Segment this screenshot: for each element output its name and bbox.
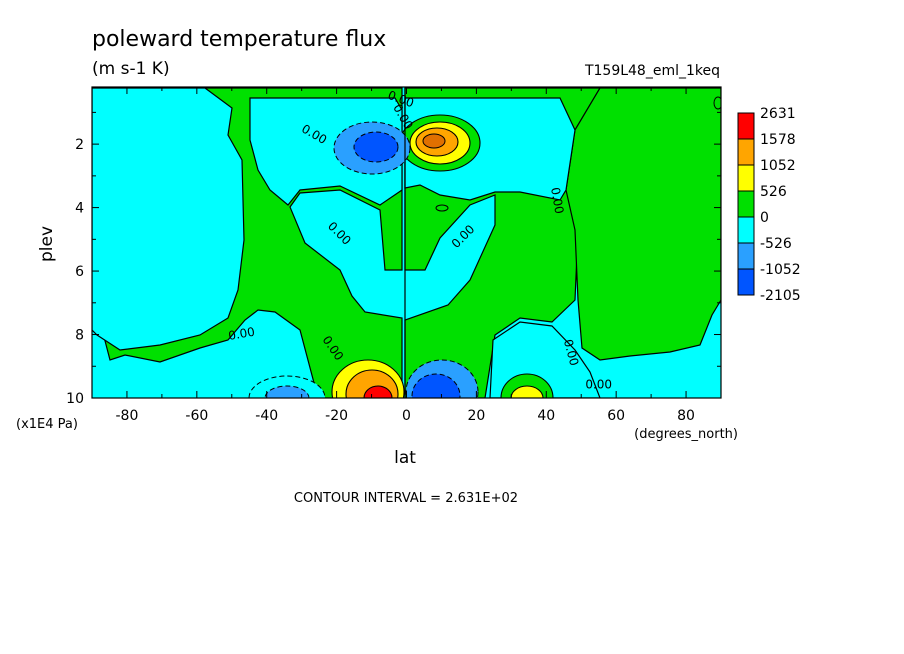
colorbar-swatch <box>737 164 755 192</box>
contour-label: 0.00 <box>585 377 612 391</box>
colorbar-label: -1052 <box>760 262 801 278</box>
chart-title: poleward temperature flux <box>92 27 386 52</box>
contour-label: 0.00 <box>548 186 566 215</box>
chart-units: (m s-1 K) <box>92 59 170 79</box>
y-tick-label: 8 <box>75 328 84 344</box>
colorbar-label: 1578 <box>760 132 796 148</box>
x-tick-label: -20 <box>325 408 348 424</box>
colorbar-label: -2105 <box>760 288 801 304</box>
feature-nh-lower-positive-2 <box>510 385 544 398</box>
colorbar-swatch <box>737 112 755 140</box>
contour-label: 0.00 <box>227 325 256 343</box>
field-region-upper-left-cyan <box>92 87 245 351</box>
colorbar-swatch <box>737 268 755 296</box>
x-tick-label: -40 <box>255 408 278 424</box>
colorbar-label: 526 <box>760 184 787 200</box>
x-tick-label: 80 <box>677 408 695 424</box>
feature-top-right-small <box>713 96 721 110</box>
y-tick-label: 6 <box>75 264 84 280</box>
x-axis: -80 -60 -40 -20 0 20 40 60 80 <box>91 87 722 424</box>
feature-nh-lower-negative-2 <box>411 373 461 398</box>
x-tick-label: 40 <box>537 408 555 424</box>
colorbar-swatch <box>737 242 755 270</box>
field-region-upper-right-green <box>565 87 721 361</box>
colorbar-swatch <box>737 190 755 218</box>
colorbar-label: 0 <box>760 210 769 226</box>
y-tick-label: 2 <box>75 137 84 153</box>
colorbar-label: 1052 <box>760 158 796 174</box>
x-tick-label: 20 <box>467 408 485 424</box>
y-axis-label: plev <box>37 226 57 262</box>
colorbar-swatch <box>737 216 755 244</box>
y-tick-label: 10 <box>66 391 84 407</box>
feature-sh-lower-positive-3 <box>363 385 393 398</box>
y-axis: 2 4 6 8 10 <box>66 111 721 407</box>
x-axis-units: (degrees_north) <box>634 427 738 442</box>
y-axis-units: (x1E4 Pa) <box>16 417 78 432</box>
x-tick-label: 0 <box>402 408 411 424</box>
x-axis-label: lat <box>394 448 416 468</box>
colorbar: 2631 1578 1052 526 0 -526 -1052 -2105 <box>737 106 801 304</box>
x-tick-label: 60 <box>607 408 625 424</box>
run-id: T159L48_eml_1keq <box>584 63 720 79</box>
plot-area <box>92 87 721 398</box>
x-tick-label: -80 <box>116 408 139 424</box>
colorbar-label: 2631 <box>760 106 796 122</box>
y-tick-label: 4 <box>75 201 84 217</box>
feature-sh-lower-negative-2 <box>264 385 310 398</box>
feature-sh-upper-negative-2 <box>353 131 399 163</box>
feature-small-closed-contour <box>435 204 449 212</box>
feature-nh-upper-positive-4 <box>422 133 446 149</box>
x-tick-label: -60 <box>185 408 208 424</box>
colorbar-label: -526 <box>760 236 792 252</box>
contour-label: 0.00 <box>561 338 581 367</box>
colorbar-swatch <box>737 138 755 166</box>
contour-interval: CONTOUR INTERVAL = 2.631E+02 <box>294 491 518 506</box>
